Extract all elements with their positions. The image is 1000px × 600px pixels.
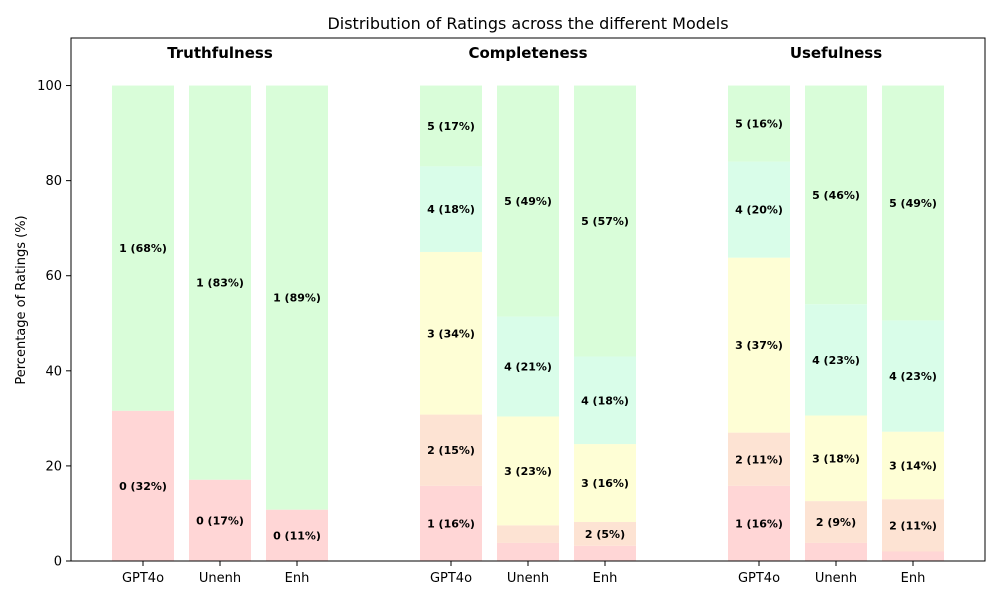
bar-segment	[420, 251, 482, 415]
bar-segment	[497, 542, 559, 561]
segment-label: 1 (89%)	[273, 292, 321, 305]
segment-label: 4 (18%)	[427, 203, 475, 216]
y-tick-label: 80	[45, 174, 62, 189]
bar-segment	[420, 166, 482, 252]
x-tick-label: Unenh	[507, 571, 549, 586]
x-tick-label: GPT4o	[122, 571, 164, 586]
group-title: Usefulness	[790, 44, 882, 62]
segment-label: 3 (14%)	[889, 459, 937, 472]
bar-segment	[728, 485, 790, 561]
segment-label: 2 (9%)	[816, 516, 856, 529]
segment-label: 4 (18%)	[581, 394, 629, 407]
x-axis: GPT4o Unenh Enh GPT4o Unenh Enh GPT4o Unenh Enh	[122, 561, 925, 586]
bar-segment	[112, 85, 174, 411]
bar-segment	[805, 542, 867, 561]
bar-segment	[574, 522, 636, 546]
bar-segment	[574, 85, 636, 357]
x-tick-label: GPT4o	[430, 571, 472, 586]
bar-segment	[805, 501, 867, 543]
segment-labels-layer: 0 (32%) 1 (68%) 0 (17%) 1 (83%) 0 (11%) 1 (89…	[119, 118, 937, 543]
y-tick-label: 40	[45, 364, 62, 379]
bar-segment	[882, 320, 944, 432]
x-tick-label: Enh	[593, 571, 618, 586]
chart-title: Distribution of Ratings across the diffe…	[327, 14, 728, 33]
x-tick-label: Enh	[901, 571, 926, 586]
bar-segment	[882, 85, 944, 321]
x-tick-label: GPT4o	[738, 571, 780, 586]
group-title: Truthfulness	[167, 44, 273, 62]
bar-segment	[728, 85, 790, 162]
bar-segment	[497, 525, 559, 543]
segment-label: 4 (23%)	[889, 370, 937, 383]
bar-segment	[420, 414, 482, 486]
segment-label: 2 (11%)	[889, 519, 937, 532]
bar-segment	[420, 485, 482, 561]
y-tick-label: 20	[45, 459, 62, 474]
y-tick-label: 60	[45, 269, 62, 284]
segment-label: 1 (68%)	[119, 242, 167, 255]
segment-label: 3 (23%)	[504, 465, 552, 478]
segment-label: 5 (17%)	[427, 120, 475, 133]
segment-label: 2 (11%)	[735, 453, 783, 466]
bar-segment	[728, 257, 790, 433]
segment-label: 2 (5%)	[585, 528, 625, 541]
group-title: Completeness	[468, 44, 587, 62]
segment-label: 0 (32%)	[119, 480, 167, 493]
bar-segment	[805, 85, 867, 305]
bar-segment	[882, 431, 944, 500]
segment-label: 5 (57%)	[581, 215, 629, 228]
bar-segment	[189, 479, 251, 561]
bar-segment	[882, 499, 944, 552]
segment-label: 1 (16%)	[427, 517, 475, 530]
segment-label: 5 (16%)	[735, 118, 783, 131]
y-axis-label: Percentage of Ratings (%)	[14, 215, 29, 384]
segment-label: 0 (11%)	[273, 529, 321, 542]
segment-label: 4 (20%)	[735, 204, 783, 217]
segment-label: 0 (17%)	[196, 514, 244, 527]
segment-label: 3 (34%)	[427, 327, 475, 340]
y-axis: 0 20 40 60 80 100	[37, 79, 71, 570]
segment-label: 1 (83%)	[196, 277, 244, 290]
segment-label: 5 (46%)	[812, 189, 860, 202]
bar-segment	[497, 316, 559, 417]
segment-label: 3 (37%)	[735, 339, 783, 352]
segment-label: 3 (18%)	[812, 452, 860, 465]
bar-segment	[574, 545, 636, 561]
segment-label: 5 (49%)	[889, 197, 937, 210]
segment-label: 3 (16%)	[581, 477, 629, 490]
bar-segment	[189, 85, 251, 480]
bar-segment	[497, 416, 559, 526]
x-tick-label: Unenh	[199, 571, 241, 586]
group-titles: Truthfulness Completeness Usefulness	[167, 44, 882, 62]
bar-segment	[112, 410, 174, 561]
bar-segment	[420, 85, 482, 167]
bar-segment	[266, 85, 328, 510]
segment-label: 4 (21%)	[504, 361, 552, 374]
segment-label: 5 (49%)	[504, 195, 552, 208]
x-tick-label: Enh	[285, 571, 310, 586]
segment-label: 1 (16%)	[735, 517, 783, 530]
bar-segment	[497, 85, 559, 317]
segment-label: 2 (15%)	[427, 444, 475, 457]
y-tick-label: 100	[37, 79, 62, 94]
bar-segment	[574, 444, 636, 523]
bars-layer	[112, 85, 944, 561]
bar-segment	[266, 509, 328, 561]
bar-segment	[574, 356, 636, 445]
x-tick-label: Unenh	[815, 571, 857, 586]
bar-segment	[728, 432, 790, 486]
segment-label: 4 (23%)	[812, 354, 860, 367]
bar-segment	[882, 551, 944, 561]
bar-segment	[805, 415, 867, 502]
bar-segment	[805, 304, 867, 416]
bar-segment	[728, 161, 790, 258]
y-tick-label: 0	[54, 555, 62, 570]
